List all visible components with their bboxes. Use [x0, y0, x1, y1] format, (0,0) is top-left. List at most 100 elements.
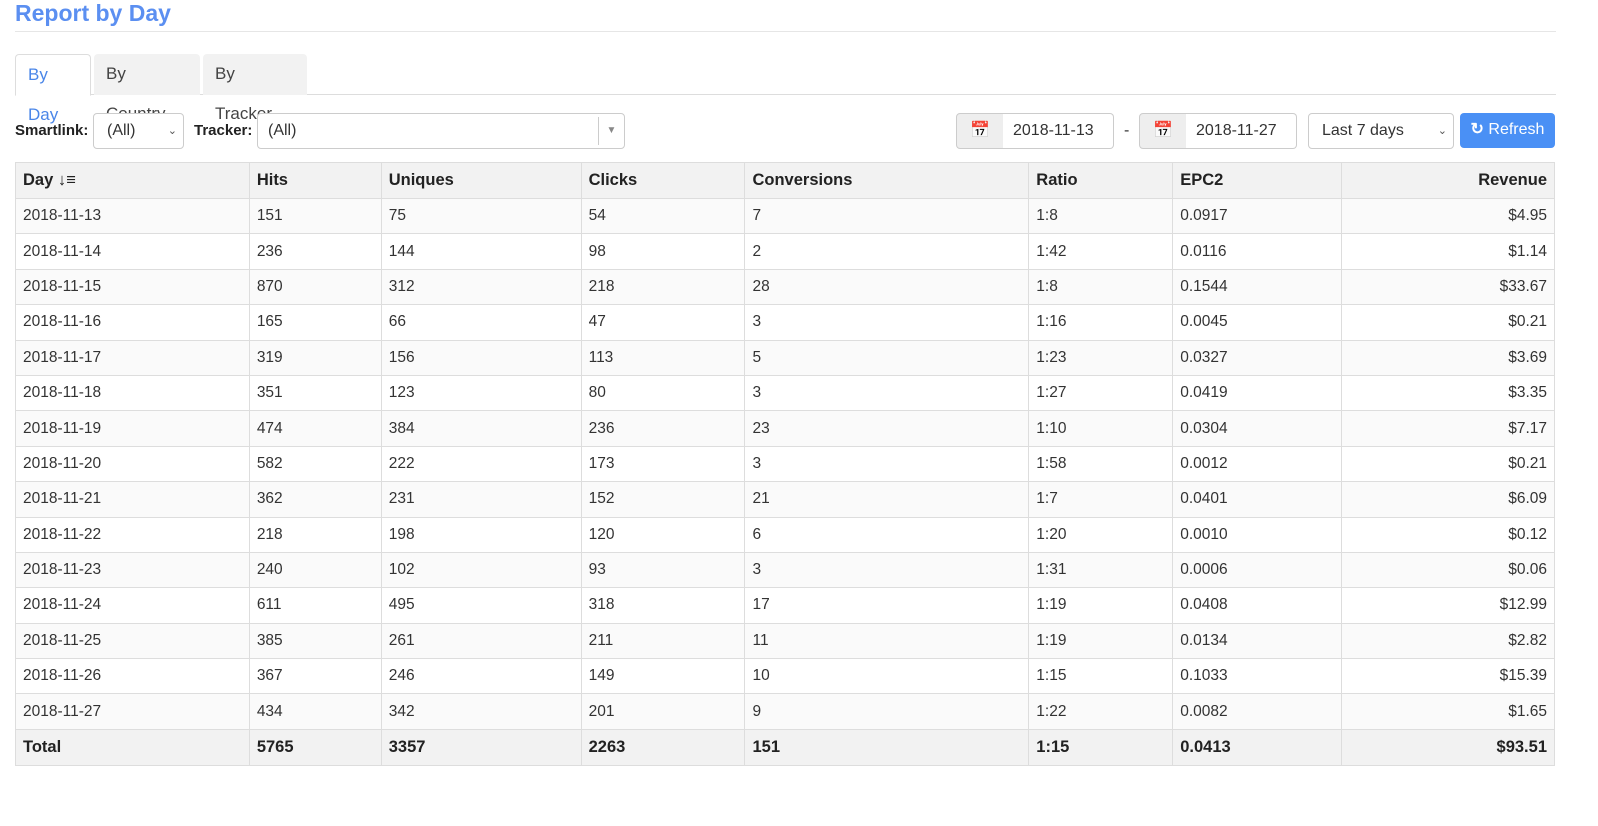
cell-clicks: 152 [580, 481, 746, 518]
total-epc2: 0.0413 [1172, 728, 1343, 766]
column-header-uniques[interactable]: Uniques [380, 162, 582, 199]
cell-uniques: 156 [380, 339, 582, 376]
tab-by-tracker[interactable]: By Tracker [203, 54, 307, 123]
cell-day: 2018-11-26 [15, 658, 250, 695]
cell-revenue: $1.14 [1341, 233, 1555, 270]
cell-revenue: $15.39 [1341, 658, 1555, 695]
total-revenue: $93.51 [1341, 728, 1555, 766]
cell-day: 2018-11-19 [15, 410, 250, 447]
date-range-select[interactable]: Last 7 days ⌄ [1308, 113, 1454, 149]
cell-clicks: 201 [580, 693, 746, 730]
column-header-day[interactable]: Day ↓≡ [15, 162, 250, 199]
table-row: 2018-11-14 236 144 98 2 1:42 0.0116 $1.14 [15, 233, 1555, 270]
cell-ratio: 1:15 [1028, 658, 1174, 695]
cell-clicks: 47 [580, 304, 746, 341]
calendar-icon[interactable]: 📅 [1139, 113, 1187, 149]
calendar-icon[interactable]: 📅 [956, 113, 1004, 149]
table-row: 2018-11-24 611 495 318 17 1:19 0.0408 $12.99 [15, 587, 1555, 624]
cell-day: 2018-11-20 [15, 445, 250, 483]
cell-ratio: 1:8 [1028, 268, 1174, 306]
cell-hits: 236 [248, 233, 382, 270]
cell-day: 2018-11-17 [15, 339, 250, 376]
caret-down-icon[interactable]: ▼ [598, 117, 624, 145]
cell-ratio: 1:16 [1028, 304, 1174, 341]
cell-clicks: 173 [580, 445, 746, 483]
table-row: 2018-11-16 165 66 47 3 1:16 0.0045 $0.21 [15, 304, 1555, 341]
date-to-input[interactable]: 2018-11-27 [1186, 113, 1297, 149]
column-header-hits[interactable]: Hits [248, 162, 382, 199]
tab-by-day[interactable]: By Day [15, 54, 91, 124]
cell-hits: 218 [248, 516, 382, 553]
cell-ratio: 1:10 [1028, 410, 1174, 447]
cell-hits: 611 [248, 587, 382, 624]
cell-conversions: 10 [744, 658, 1030, 695]
cell-hits: 319 [248, 339, 382, 376]
cell-epc2: 0.0134 [1172, 622, 1343, 660]
cell-epc2: 0.1033 [1172, 658, 1343, 695]
cell-epc2: 0.0419 [1172, 374, 1343, 412]
table-row: 2018-11-18 351 123 80 3 1:27 0.0419 $3.35 [15, 374, 1555, 412]
cell-hits: 870 [248, 268, 382, 306]
tab-by-country[interactable]: By Country [94, 54, 200, 123]
table-row: 2018-11-13 151 75 54 7 1:8 0.0917 $4.95 [15, 197, 1555, 235]
tracker-select[interactable]: (All) ▼ [257, 113, 625, 149]
cell-hits: 240 [248, 551, 382, 589]
divider [15, 31, 1556, 32]
chevron-down-icon: ⌄ [1437, 125, 1447, 137]
table-row: 2018-11-19 474 384 236 23 1:10 0.0304 $7.17 [15, 410, 1555, 447]
cell-ratio: 1:7 [1028, 481, 1174, 518]
cell-epc2: 0.0082 [1172, 693, 1343, 730]
cell-conversions: 11 [744, 622, 1030, 660]
cell-ratio: 1:20 [1028, 516, 1174, 553]
column-header-ratio[interactable]: Ratio [1028, 162, 1174, 199]
cell-hits: 351 [248, 374, 382, 412]
column-header-revenue[interactable]: Revenue [1341, 162, 1555, 199]
cell-day: 2018-11-14 [15, 233, 250, 270]
column-header-conversions[interactable]: Conversions [744, 162, 1030, 199]
cell-revenue: $4.95 [1341, 197, 1555, 235]
smartlink-label: Smartlink: [15, 122, 89, 139]
cell-hits: 362 [248, 481, 382, 518]
cell-conversions: 6 [744, 516, 1030, 553]
chevron-down-icon: ⌄ [167, 125, 177, 137]
cell-uniques: 66 [380, 304, 582, 341]
cell-day: 2018-11-16 [15, 304, 250, 341]
cell-clicks: 93 [580, 551, 746, 589]
total-uniques: 3357 [380, 728, 582, 766]
cell-conversions: 21 [744, 481, 1030, 518]
cell-hits: 385 [248, 622, 382, 660]
cell-ratio: 1:19 [1028, 587, 1174, 624]
cell-hits: 474 [248, 410, 382, 447]
smartlink-select[interactable]: (All) ⌄ [93, 113, 184, 149]
cell-epc2: 0.0327 [1172, 339, 1343, 376]
cell-conversions: 3 [744, 551, 1030, 589]
table-row: 2018-11-17 319 156 113 5 1:23 0.0327 $3.69 [15, 339, 1555, 376]
cell-ratio: 1:8 [1028, 197, 1174, 235]
cell-conversions: 7 [744, 197, 1030, 235]
cell-conversions: 9 [744, 693, 1030, 730]
cell-hits: 151 [248, 197, 382, 235]
cell-day: 2018-11-21 [15, 481, 250, 518]
column-header-epc2[interactable]: EPC2 [1172, 162, 1343, 199]
cell-epc2: 0.0116 [1172, 233, 1343, 270]
cell-uniques: 495 [380, 587, 582, 624]
cell-revenue: $3.69 [1341, 339, 1555, 376]
cell-uniques: 123 [380, 374, 582, 412]
table-row: 2018-11-20 582 222 173 3 1:58 0.0012 $0.21 [15, 445, 1555, 483]
cell-uniques: 261 [380, 622, 582, 660]
cell-revenue: $0.06 [1341, 551, 1555, 589]
cell-day: 2018-11-23 [15, 551, 250, 589]
cell-day: 2018-11-15 [15, 268, 250, 306]
column-header-clicks[interactable]: Clicks [580, 162, 746, 199]
date-from-input[interactable]: 2018-11-13 [1003, 113, 1114, 149]
sort-descending-icon[interactable]: ↓≡ [53, 171, 76, 189]
table-row: 2018-11-22 218 198 120 6 1:20 0.0010 $0.12 [15, 516, 1555, 553]
cell-hits: 582 [248, 445, 382, 483]
cell-revenue: $6.09 [1341, 481, 1555, 518]
cell-uniques: 231 [380, 481, 582, 518]
refresh-button[interactable]: ↻ Refresh [1460, 113, 1555, 148]
cell-conversions: 5 [744, 339, 1030, 376]
cell-ratio: 1:31 [1028, 551, 1174, 589]
page-title: Report by Day [15, 0, 171, 26]
total-hits: 5765 [248, 728, 382, 766]
